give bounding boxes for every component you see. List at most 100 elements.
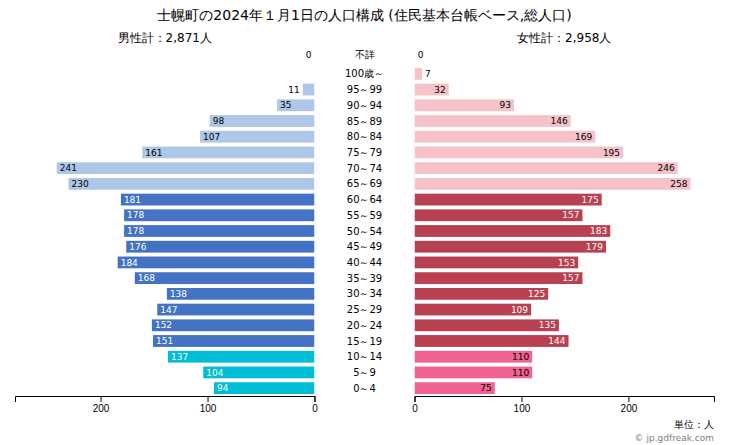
tick-mark bbox=[101, 396, 102, 402]
tick-label: 100 bbox=[514, 403, 531, 414]
category-label: 75～79 bbox=[347, 147, 382, 158]
data-label: 125 bbox=[528, 289, 545, 299]
bar bbox=[57, 162, 315, 174]
tick-mark bbox=[415, 396, 416, 402]
bars bbox=[415, 68, 691, 394]
data-label: 169 bbox=[575, 132, 592, 142]
bar bbox=[135, 272, 315, 284]
tick-label: 0 bbox=[312, 403, 318, 414]
data-label: 178 bbox=[127, 226, 144, 236]
bar bbox=[415, 131, 596, 143]
data-label: 110 bbox=[512, 352, 529, 362]
bar bbox=[124, 209, 314, 221]
data-label: 32 bbox=[434, 85, 445, 95]
data-label: 144 bbox=[548, 336, 565, 346]
unknown-label: 不詳 bbox=[355, 49, 375, 60]
x-axis: 0 100 200 bbox=[412, 396, 714, 414]
data-label: 161 bbox=[145, 148, 162, 158]
data-label: 195 bbox=[603, 148, 620, 158]
data-label: 138 bbox=[170, 289, 187, 299]
bar bbox=[415, 257, 579, 269]
series-label: 男性計：2,871人 bbox=[118, 31, 212, 45]
axis-line bbox=[16, 397, 316, 403]
bar bbox=[415, 288, 549, 300]
bar bbox=[142, 147, 314, 159]
bar bbox=[314, 68, 315, 80]
data-label: 75 bbox=[480, 383, 491, 393]
tick-label: 200 bbox=[93, 403, 110, 414]
bar bbox=[415, 367, 533, 379]
data-label: 157 bbox=[562, 273, 579, 283]
data-label: 110 bbox=[512, 368, 529, 378]
bar bbox=[415, 209, 583, 221]
data-label: 157 bbox=[562, 210, 579, 220]
bar bbox=[415, 99, 514, 111]
bar bbox=[415, 272, 583, 284]
axis-line bbox=[415, 397, 715, 403]
data-label: 104 bbox=[206, 368, 223, 378]
category-label: 15～19 bbox=[347, 336, 382, 347]
data-label: 183 bbox=[590, 226, 607, 236]
data-label: 11 bbox=[288, 85, 299, 95]
bar bbox=[415, 162, 678, 174]
bar bbox=[415, 147, 624, 159]
data-label: 109 bbox=[511, 305, 528, 315]
bar bbox=[214, 382, 315, 394]
bar bbox=[415, 84, 449, 96]
title: 士幌町の2024年１月1日の人口構成 (住民基本台帳ベース,総人口) bbox=[157, 7, 571, 23]
bar bbox=[121, 194, 315, 206]
data-label: 137 bbox=[171, 352, 188, 362]
data-label: 107 bbox=[203, 132, 220, 142]
tick-label: 100 bbox=[200, 403, 217, 414]
bar bbox=[153, 335, 315, 347]
bar bbox=[124, 225, 314, 237]
tick: 200 bbox=[621, 396, 638, 414]
data-label: 147 bbox=[160, 305, 177, 315]
data-label: 181 bbox=[124, 195, 141, 205]
tick-mark bbox=[521, 396, 522, 402]
data-label: 151 bbox=[156, 336, 173, 346]
data-label: 153 bbox=[558, 258, 575, 268]
data-label: 146 bbox=[550, 116, 567, 126]
bar bbox=[415, 178, 691, 190]
annotation: 単位：人 bbox=[674, 419, 714, 430]
data-labels: 1135981071612412301811781781761841681381… bbox=[60, 85, 300, 394]
tick: 0 bbox=[412, 396, 418, 414]
category-label: 70～74 bbox=[347, 163, 382, 174]
bar bbox=[118, 257, 315, 269]
data-label: 7 bbox=[425, 69, 431, 79]
unknown-value: 0 bbox=[306, 50, 312, 60]
category-label: 25～29 bbox=[347, 304, 382, 315]
category-label: 45～49 bbox=[347, 241, 382, 252]
data-label: 241 bbox=[60, 163, 77, 173]
bars bbox=[57, 84, 315, 394]
data-label: 246 bbox=[657, 163, 674, 173]
data-label: 230 bbox=[71, 179, 88, 189]
data-label: 175 bbox=[582, 195, 599, 205]
category-label: 65～69 bbox=[347, 178, 382, 189]
data-label: 98 bbox=[213, 116, 225, 126]
chart: 士幌町の2024年１月1日の人口構成 (住民基本台帳ベース,総人口)113598… bbox=[0, 0, 729, 445]
data-label: 258 bbox=[670, 179, 687, 189]
bar bbox=[415, 335, 569, 347]
bar bbox=[415, 351, 533, 363]
series-label: 女性計：2,958人 bbox=[517, 31, 611, 45]
category-label: 40～44 bbox=[347, 257, 382, 268]
data-label: 168 bbox=[138, 273, 155, 283]
bar bbox=[167, 288, 315, 300]
tick-label: 200 bbox=[621, 403, 638, 414]
data-label: 179 bbox=[586, 242, 603, 252]
category-label: 30～34 bbox=[347, 288, 382, 299]
data-label: 94 bbox=[217, 383, 229, 393]
bar bbox=[415, 68, 422, 80]
bar bbox=[415, 194, 602, 206]
bar bbox=[203, 367, 314, 379]
tick: 0 bbox=[312, 396, 318, 414]
bar bbox=[68, 178, 314, 190]
category-label: 80～84 bbox=[347, 131, 382, 142]
category-label: 0～4 bbox=[353, 383, 376, 394]
bar bbox=[200, 131, 314, 143]
tick: 100 bbox=[200, 396, 217, 414]
unknown-value: 0 bbox=[418, 50, 424, 60]
x-axis: 0 100 200 bbox=[16, 396, 319, 414]
